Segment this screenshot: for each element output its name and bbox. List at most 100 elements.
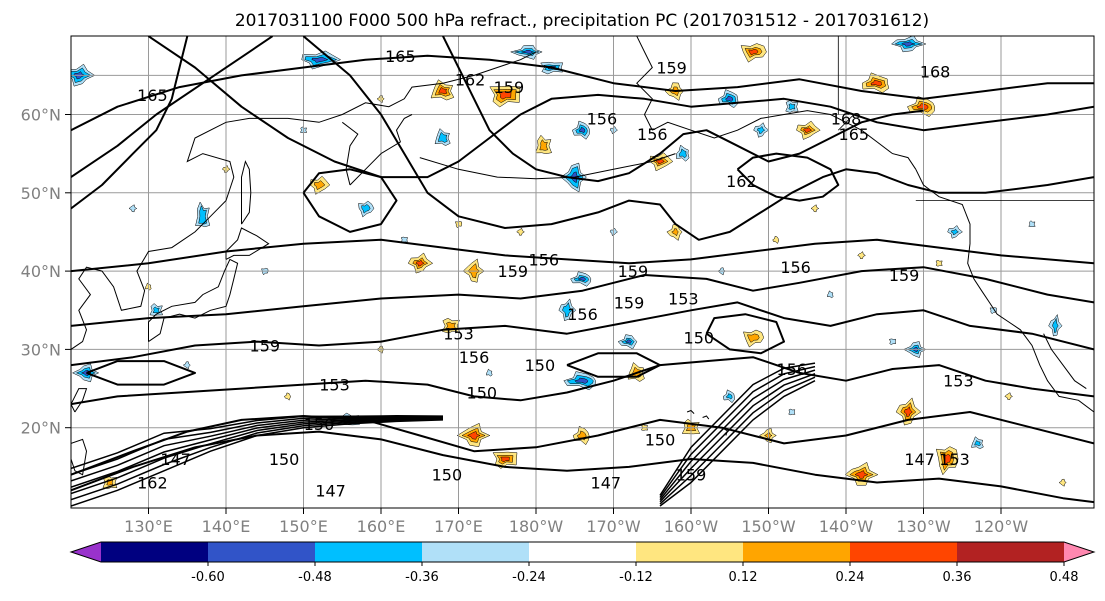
precipitation-cell [415,259,425,267]
precipitation-cell [756,125,766,135]
lat-tick-label: 20°N [21,419,61,438]
colorbar-label: -0.12 [619,570,653,585]
precipitation-cell [854,470,869,479]
contour-label: 150 [684,329,715,348]
coastline [349,114,413,186]
precipitation-cell [539,139,549,151]
precipitation-cell [950,228,959,236]
coastline [636,36,653,131]
colorbar-segment [957,542,1065,562]
contour-label: 153 [668,290,699,309]
contour-label: 159 [494,78,525,97]
precipitation-cell [574,377,589,384]
precipitation-cell [437,131,448,143]
contour-line [86,360,196,386]
contour-label: 162 [455,70,486,89]
coastline [148,258,239,343]
precipitation-shading [71,36,1067,490]
precipitation-cell [810,204,820,213]
contour-line [71,430,1094,504]
contour-line [147,36,1094,179]
contour-label: 150 [467,384,498,403]
contour-line [71,266,1094,327]
contour-label: 168 [920,62,951,81]
colorbar-segment [636,542,744,562]
coastline [71,51,537,350]
precipitation-cell [857,251,866,259]
contour-line [71,417,444,488]
refractivity-contours [71,36,1094,507]
contour-label: 159 [498,262,529,281]
contour-label: 147 [160,450,191,469]
precipitation-cell [803,127,813,134]
colorbar-label: 0.36 [943,570,972,585]
precipitation-cell [935,260,943,267]
precipitation-cell [500,456,510,463]
colorbar-label: -0.48 [298,570,332,585]
precipitation-cell [400,236,408,244]
lon-tick-label: 130°W [896,517,951,536]
precipitation-cell [486,368,493,377]
contour-label: 150 [269,450,300,469]
precipitation-cell [577,276,586,282]
contour-label: 168 [831,109,862,128]
contour-label: 153 [319,376,350,395]
precipitation-cell [361,204,371,214]
contour-line [442,36,924,183]
figure-title: 2017031100 F000 500 hPa refract., precip… [235,11,929,31]
contour-label: 159 [676,466,707,485]
contour-label: 147 [315,481,346,500]
coastline [652,110,917,170]
contour-line [705,313,785,355]
contour-label: 165 [385,47,416,66]
contour-line [71,418,444,501]
coastline [702,415,710,420]
contour-label: 165 [839,125,870,144]
precipitation-cell [870,79,883,87]
contour-label: 159 [250,337,281,356]
precipitation-cell [679,148,687,159]
precipitation-cell [311,56,329,63]
colorbar-label: -0.60 [191,570,225,585]
contour-line [71,238,1094,273]
colorbar: -0.60 -0.48 -0.36 -0.24 -0.12 0.12 0.24 0.36 0.4… [69,541,1096,585]
precipitation-cell [748,49,759,56]
colorbar-label: -0.24 [512,570,546,585]
precipitation-cell [889,338,896,346]
contour-line [71,416,444,482]
precipitation-cell [562,302,573,318]
lat-tick-label: 30°N [21,340,61,359]
contour-label: 162 [137,474,168,493]
contour-label: 153 [443,325,474,344]
coastlines [71,36,1094,476]
contour-line [302,36,1094,241]
colorbar-label: 0.24 [836,570,865,585]
lat-tick-label: 60°N [21,106,61,125]
precipitation-cell [916,103,929,110]
precipitation-cell [624,339,632,344]
precipitation-cell [80,369,92,376]
precipitation-cell [466,431,481,440]
contour-label: 147 [904,450,935,469]
precipitation-cell [1058,478,1067,487]
precipitation-cell [1004,392,1013,400]
colorbar-segment [422,542,530,562]
precipitation-cell [498,91,512,100]
contour-label: 147 [591,474,622,493]
contour-label: 150 [525,356,556,375]
contour-label: 162 [726,172,757,191]
precipitation-cell [283,392,291,401]
contour-line [659,365,816,498]
contour-label: 156 [777,360,808,379]
coastline [241,160,252,225]
contour-line [659,372,816,503]
precipitation-cell [726,393,733,400]
precipitation-cell [827,290,834,299]
coastline [225,227,270,260]
colorbar-label: 0.48 [1050,570,1079,585]
contour-line [659,376,816,505]
colorbar-outline [69,541,1096,563]
contour-line [71,356,1094,406]
contour-label: 159 [618,262,649,281]
